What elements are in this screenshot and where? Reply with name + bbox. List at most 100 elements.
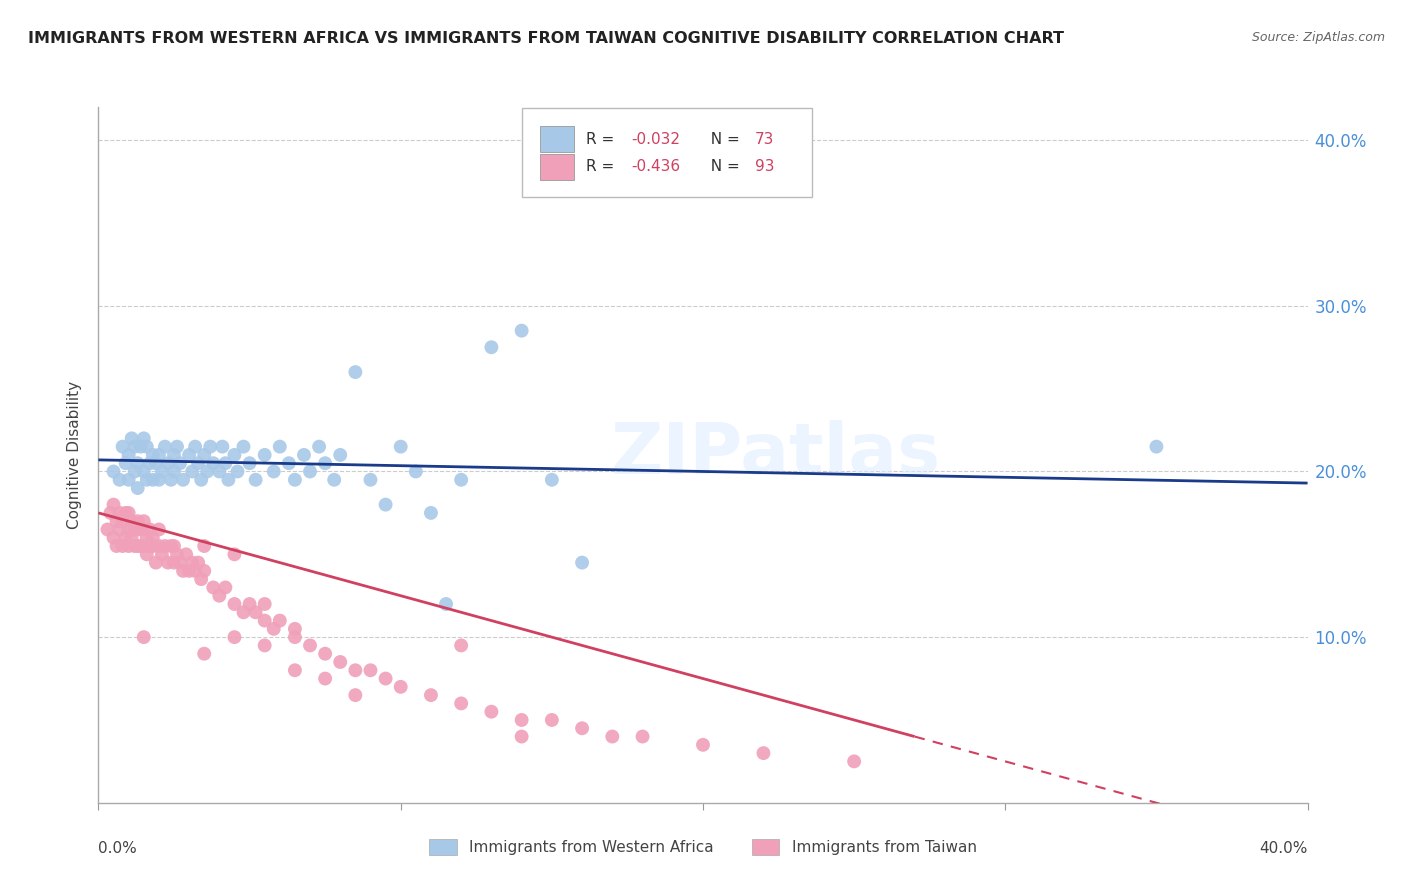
Point xyxy=(132,431,155,445)
Point xyxy=(103,465,125,479)
Point xyxy=(127,539,149,553)
Point xyxy=(172,564,194,578)
Text: N =: N = xyxy=(700,160,744,174)
Point xyxy=(129,523,152,537)
Point xyxy=(153,539,176,553)
Point xyxy=(181,556,204,570)
Point xyxy=(127,456,149,470)
Point xyxy=(253,639,276,653)
Point xyxy=(169,556,191,570)
Point xyxy=(692,738,714,752)
Point xyxy=(105,514,128,528)
Point xyxy=(169,456,191,470)
Point xyxy=(142,539,165,553)
Point xyxy=(184,440,207,454)
Point xyxy=(156,556,179,570)
Point xyxy=(224,547,246,561)
Point xyxy=(239,597,262,611)
Point xyxy=(211,440,233,454)
Point xyxy=(292,448,315,462)
Point xyxy=(135,531,157,545)
Point xyxy=(148,473,170,487)
Point xyxy=(284,630,307,644)
Text: 73: 73 xyxy=(755,131,775,146)
Point xyxy=(344,365,367,379)
Point xyxy=(111,440,134,454)
Point xyxy=(129,440,152,454)
Point xyxy=(121,514,143,528)
Point xyxy=(132,465,155,479)
Point xyxy=(96,523,118,537)
Point xyxy=(314,456,336,470)
Point xyxy=(153,440,176,454)
Point xyxy=(360,473,382,487)
Point xyxy=(602,730,624,744)
Point xyxy=(139,523,162,537)
Point xyxy=(323,473,346,487)
Point xyxy=(314,672,336,686)
Point xyxy=(142,531,165,545)
Point xyxy=(111,514,134,528)
Point xyxy=(844,755,866,769)
Point xyxy=(118,473,141,487)
Point xyxy=(172,473,194,487)
Point xyxy=(163,539,186,553)
Point xyxy=(263,622,285,636)
Point xyxy=(314,647,336,661)
Point xyxy=(202,456,225,470)
Point xyxy=(142,473,165,487)
Point xyxy=(166,440,188,454)
Point xyxy=(277,456,299,470)
Point xyxy=(208,589,231,603)
Text: IMMIGRANTS FROM WESTERN AFRICA VS IMMIGRANTS FROM TAIWAN COGNITIVE DISABILITY CO: IMMIGRANTS FROM WESTERN AFRICA VS IMMIGR… xyxy=(28,31,1064,46)
Point xyxy=(450,639,472,653)
Text: -0.436: -0.436 xyxy=(631,160,681,174)
Point xyxy=(114,456,136,470)
Point xyxy=(132,539,155,553)
Text: 40.0%: 40.0% xyxy=(1260,841,1308,856)
Point xyxy=(114,531,136,545)
Point xyxy=(190,572,212,586)
Point xyxy=(284,473,307,487)
Point xyxy=(124,465,146,479)
Point xyxy=(142,448,165,462)
Point xyxy=(571,721,593,735)
Point xyxy=(179,564,201,578)
Point xyxy=(232,440,254,454)
Point xyxy=(193,647,215,661)
Point xyxy=(103,498,125,512)
Point xyxy=(148,448,170,462)
Point xyxy=(111,539,134,553)
Legend: Immigrants from Western Africa, Immigrants from Taiwan: Immigrants from Western Africa, Immigran… xyxy=(423,833,983,862)
Point xyxy=(389,440,412,454)
Point xyxy=(239,456,262,470)
Point xyxy=(121,431,143,445)
Point xyxy=(434,597,457,611)
Point xyxy=(121,531,143,545)
Point xyxy=(145,556,167,570)
Point xyxy=(420,688,443,702)
Point xyxy=(156,456,179,470)
Point xyxy=(481,340,503,354)
Point xyxy=(179,448,201,462)
Point xyxy=(132,630,155,644)
Point xyxy=(139,539,162,553)
Point xyxy=(284,622,307,636)
Point xyxy=(114,506,136,520)
Point xyxy=(163,465,186,479)
Point xyxy=(224,630,246,644)
FancyBboxPatch shape xyxy=(522,109,811,197)
Point xyxy=(135,473,157,487)
Text: -0.032: -0.032 xyxy=(631,131,681,146)
Point xyxy=(124,539,146,553)
FancyBboxPatch shape xyxy=(540,153,574,180)
Point xyxy=(100,506,122,520)
Point xyxy=(344,663,367,677)
Point xyxy=(139,456,162,470)
Text: Source: ZipAtlas.com: Source: ZipAtlas.com xyxy=(1251,31,1385,45)
Point xyxy=(269,614,291,628)
Point xyxy=(187,456,209,470)
Point xyxy=(129,539,152,553)
Point xyxy=(132,523,155,537)
Point xyxy=(118,539,141,553)
